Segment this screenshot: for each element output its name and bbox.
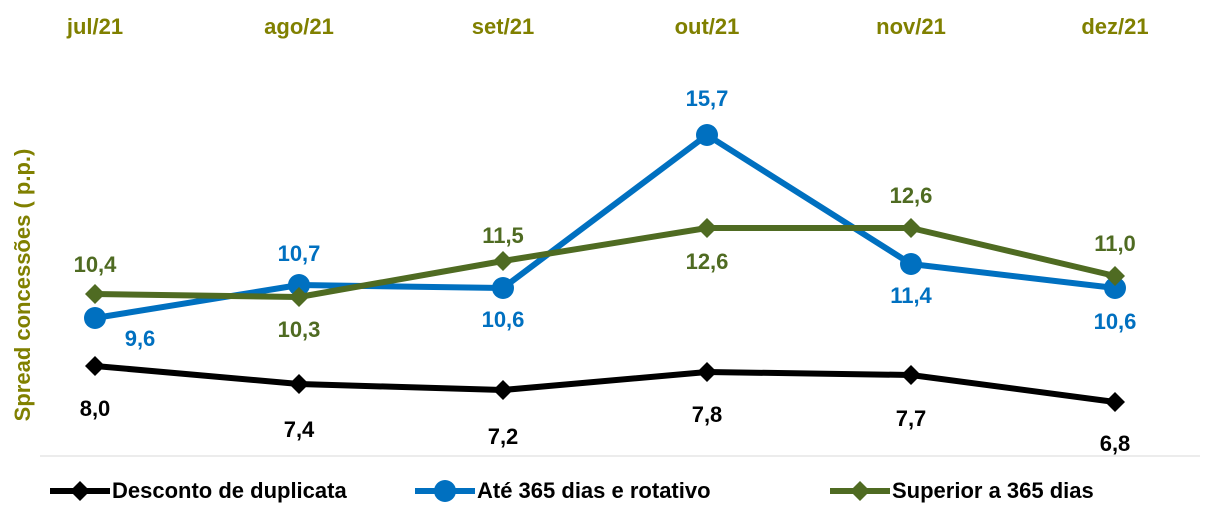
point bbox=[289, 287, 309, 307]
point bbox=[289, 374, 309, 394]
x-tick-label: dez/21 bbox=[1081, 14, 1148, 39]
point bbox=[493, 251, 513, 271]
legend-marker bbox=[70, 481, 90, 501]
x-tick-label: out/21 bbox=[675, 14, 740, 39]
line bbox=[94, 363, 1116, 405]
point bbox=[696, 124, 718, 146]
point bbox=[1105, 266, 1125, 286]
x-tick-label: ago/21 bbox=[264, 14, 334, 39]
data-label: 7,8 bbox=[692, 402, 723, 427]
data-label: 12,6 bbox=[890, 183, 933, 208]
data-label: 7,7 bbox=[896, 406, 927, 431]
data-label: 10,3 bbox=[278, 317, 321, 342]
data-label: 6,8 bbox=[1100, 431, 1131, 456]
data-label: 8,0 bbox=[80, 396, 111, 421]
data-label: 11,0 bbox=[1094, 231, 1136, 256]
point bbox=[900, 253, 922, 275]
point bbox=[901, 365, 921, 385]
data-label: 7,2 bbox=[488, 424, 519, 449]
data-label: 11,5 bbox=[482, 223, 524, 248]
data-label: 9,6 bbox=[125, 326, 156, 351]
y-axis-label: Spread concessões ( p.p.) bbox=[10, 149, 35, 422]
legend-label: Superior a 365 dias bbox=[892, 478, 1094, 503]
point bbox=[1105, 392, 1125, 412]
data-label: 10,6 bbox=[1094, 309, 1137, 334]
data-label: 10,4 bbox=[74, 252, 118, 277]
point bbox=[288, 274, 310, 296]
point bbox=[85, 356, 105, 376]
line bbox=[94, 225, 1116, 300]
data-label: 11,4 bbox=[890, 283, 932, 308]
legend-marker bbox=[850, 481, 870, 501]
data-label: 10,7 bbox=[278, 241, 321, 266]
x-tick-label: nov/21 bbox=[876, 14, 946, 39]
x-tick-label: jul/21 bbox=[66, 14, 123, 39]
point bbox=[85, 284, 105, 304]
point bbox=[901, 218, 921, 238]
point bbox=[84, 307, 106, 329]
point bbox=[1104, 277, 1126, 299]
line bbox=[94, 132, 1116, 321]
point bbox=[493, 380, 513, 400]
data-label: 10,6 bbox=[482, 307, 525, 332]
data-label: 12,6 bbox=[686, 249, 729, 274]
x-tick-label: set/21 bbox=[472, 14, 534, 39]
point bbox=[697, 218, 717, 238]
legend-label: Até 365 dias e rotativo bbox=[477, 478, 711, 503]
point bbox=[492, 277, 514, 299]
data-label: 15,7 bbox=[686, 86, 729, 111]
legend-marker bbox=[434, 480, 456, 502]
legend-label: Desconto de duplicata bbox=[112, 478, 347, 503]
point bbox=[697, 362, 717, 382]
data-label: 7,4 bbox=[284, 417, 315, 442]
